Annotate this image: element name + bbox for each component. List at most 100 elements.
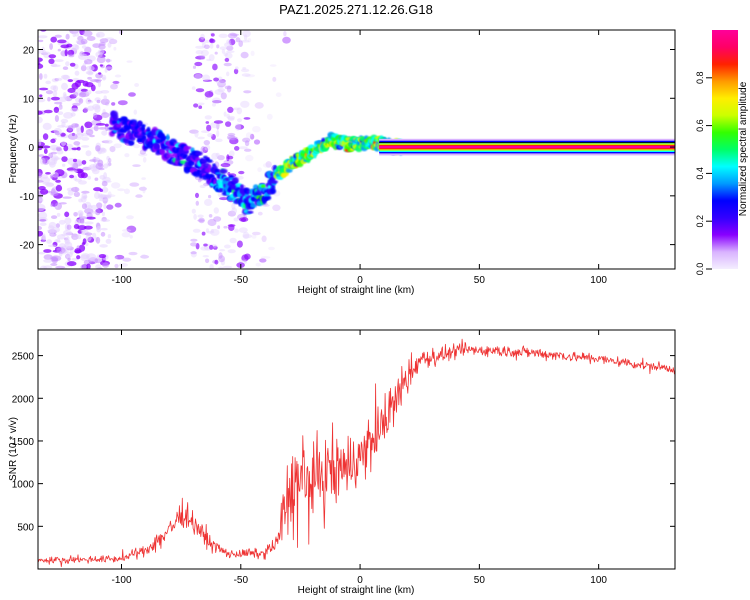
spectral-noise-blob bbox=[77, 225, 87, 231]
spectral-noise-blob bbox=[238, 40, 243, 47]
spectral-noise-blob bbox=[200, 146, 206, 154]
spectral-noise-blob bbox=[102, 262, 110, 268]
spectral-noise-blob bbox=[229, 237, 237, 244]
spectral-noise-blob bbox=[194, 130, 199, 138]
spectral-noise-blob bbox=[102, 77, 106, 80]
x-tick-label: -50 bbox=[234, 575, 249, 586]
spectral-noise-blob bbox=[236, 107, 243, 115]
spectral-noise-blob bbox=[207, 218, 217, 227]
spectral-noise-blob bbox=[49, 43, 53, 50]
spectral-noise-blob bbox=[133, 144, 141, 149]
spectral-ridge-blob bbox=[247, 210, 254, 214]
spectral-noise-blob bbox=[96, 99, 101, 104]
spectral-noise-blob bbox=[72, 158, 78, 163]
spectral-noise-blob bbox=[211, 134, 216, 140]
spectral-noise-blob bbox=[251, 231, 261, 236]
spectral-noise-blob bbox=[219, 197, 229, 201]
spectral-noise-blob bbox=[47, 96, 51, 102]
spectral-noise-blob bbox=[195, 88, 205, 93]
spectral-ridge-blob bbox=[269, 188, 277, 195]
spectral-noise-blob bbox=[227, 132, 236, 137]
spectral-noise-blob bbox=[114, 256, 118, 260]
spectral-noise-blob bbox=[204, 39, 210, 44]
spectral-noise-blob bbox=[101, 130, 108, 136]
spectral-ridge-blob bbox=[146, 126, 151, 133]
spectral-noise-blob bbox=[62, 196, 72, 199]
spectral-noise-blob bbox=[77, 171, 85, 179]
spectral-noise-blob bbox=[108, 157, 112, 163]
spectral-noise-blob bbox=[104, 123, 109, 127]
spectral-noise-blob bbox=[106, 204, 114, 210]
spectral-noise-blob bbox=[224, 42, 232, 48]
spectral-noise-blob bbox=[117, 100, 128, 106]
spectral-noise-blob bbox=[100, 227, 108, 231]
spectral-noise-blob bbox=[73, 175, 78, 181]
spectral-noise-blob bbox=[194, 73, 202, 79]
spectral-noise-blob bbox=[237, 118, 242, 123]
spectral-noise-blob bbox=[208, 194, 212, 199]
spectral-noise-blob bbox=[48, 54, 57, 59]
spectral-noise-blob bbox=[99, 244, 108, 248]
spectral-noise-blob bbox=[142, 186, 146, 194]
spectral-noise-blob bbox=[219, 79, 226, 84]
snr-y-axis: 500 1000 1500 2000 2500 bbox=[12, 352, 675, 533]
spectral-noise-blob bbox=[227, 106, 234, 113]
spectral-noise-blob bbox=[81, 136, 90, 141]
spectral-noise-blob bbox=[110, 83, 118, 90]
spectral-noise-blob bbox=[56, 146, 62, 152]
spectral-noise-blob bbox=[58, 219, 66, 225]
x-tick-label: -100 bbox=[111, 575, 131, 586]
spectral-noise-blob bbox=[212, 63, 218, 71]
spectral-noise-blob bbox=[114, 202, 122, 208]
spectral-noise-blob bbox=[67, 257, 71, 261]
spectral-noise-blob bbox=[121, 232, 131, 238]
spectral-noise-blob bbox=[224, 57, 230, 62]
spectral-noise-blob bbox=[234, 228, 239, 233]
spectral-noise-blob bbox=[238, 146, 248, 150]
spectral-noise-blob bbox=[94, 191, 100, 200]
spectrogram-frame bbox=[37, 29, 676, 270]
x-tick-label: 50 bbox=[474, 275, 486, 286]
spectral-noise-blob bbox=[283, 31, 287, 37]
spectral-ridge-blob bbox=[128, 140, 135, 146]
spectral-noise-blob bbox=[95, 90, 103, 95]
colorbar-tick-label: 0.6 bbox=[695, 119, 705, 132]
spectral-noise-blob bbox=[94, 105, 101, 113]
spectral-noise-blob bbox=[195, 55, 205, 60]
spectral-noise-blob bbox=[223, 111, 227, 117]
spectral-noise-blob bbox=[42, 133, 49, 141]
spectral-noise-blob bbox=[78, 53, 88, 60]
spectral-noise-blob bbox=[86, 36, 96, 41]
spectral-noise-blob bbox=[45, 90, 54, 95]
spectral-noise-blob bbox=[199, 184, 206, 189]
spectral-noise-blob bbox=[247, 38, 252, 43]
spectral-noise-blob bbox=[76, 128, 82, 136]
spectral-noise-blob bbox=[225, 121, 232, 127]
spectral-noise-blob bbox=[74, 123, 79, 128]
spectral-noise-blob bbox=[38, 98, 46, 103]
spectral-noise-blob bbox=[95, 123, 106, 126]
spectral-noise-blob bbox=[103, 95, 107, 100]
spectral-noise-blob bbox=[210, 229, 214, 233]
spectral-noise-blob bbox=[76, 146, 81, 151]
spectral-noise-blob bbox=[222, 265, 233, 269]
spectral-noise-blob bbox=[205, 228, 210, 233]
spectral-noise-blob bbox=[55, 179, 61, 183]
spectral-noise-blob bbox=[224, 85, 232, 90]
spectral-noise-blob bbox=[249, 133, 255, 140]
spectral-noise-blob bbox=[105, 58, 111, 63]
spectral-noise-blob bbox=[240, 68, 250, 73]
spectral-noise-blob bbox=[67, 79, 74, 83]
spectral-noise-blob bbox=[80, 88, 88, 92]
spectral-ridge-blob bbox=[207, 164, 212, 170]
spectral-noise-blob bbox=[101, 112, 110, 118]
spectral-noise-blob bbox=[67, 88, 76, 93]
spectral-noise-blob bbox=[38, 116, 43, 124]
spectral-noise-blob bbox=[226, 39, 231, 45]
spectral-noise-blob bbox=[57, 134, 61, 138]
spectral-noise-blob bbox=[55, 205, 59, 209]
spectral-noise-blob bbox=[71, 147, 79, 151]
spectral-noise-blob bbox=[227, 32, 238, 39]
spectral-noise-blob bbox=[49, 228, 55, 236]
spectral-noise-blob bbox=[79, 211, 84, 219]
